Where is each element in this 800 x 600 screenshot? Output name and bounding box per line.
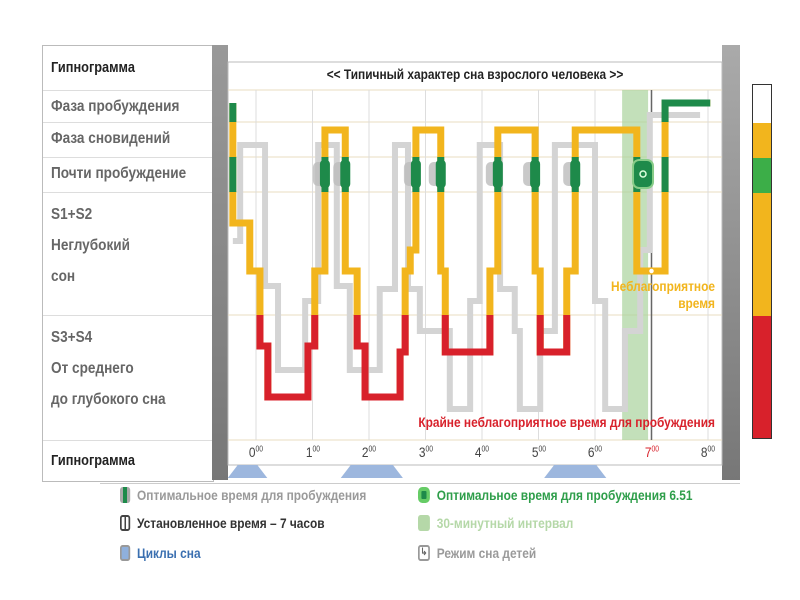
x-tick-label: 100 (305, 444, 319, 460)
row-label: Почти пробуждение (51, 165, 187, 182)
unfavorable-annotation: Неблагоприятное время (583, 278, 715, 312)
unfavorable-line: Неблагоприятное (611, 278, 715, 294)
row-label: Фаза пробуждения (51, 98, 180, 115)
legend-set-time: Установленное время – 7 часов (120, 515, 325, 531)
row-light-sleep: S1+S2 Неглубокий сон (43, 193, 213, 316)
optimal-wake-marker (570, 160, 581, 188)
optimal-wake-marker (319, 160, 330, 188)
x-tick-label: 300 (418, 444, 432, 460)
green-target-icon (418, 487, 430, 503)
set-time-point (647, 267, 656, 275)
row-label: S1+S2 (51, 206, 93, 223)
scale-near-wake (753, 158, 771, 193)
optimal-wake-marker (492, 160, 503, 188)
legend-divider (100, 483, 740, 484)
tick-minutes: 00 (594, 444, 603, 454)
tick-hour: 5 (531, 444, 539, 460)
tick-minutes: 00 (368, 444, 377, 454)
sleep-cycle-icon (120, 545, 131, 561)
unfavorable-line: время (678, 295, 715, 311)
optimal-wake-marker (340, 160, 351, 188)
panel-footer: Гипнограмма (43, 441, 213, 481)
legend-children: ↳ Режим сна детей (418, 545, 536, 561)
adult-sleep-line-deep (256, 315, 571, 401)
row-label: до глубокого сна (51, 391, 166, 408)
set-time-icon (120, 515, 131, 531)
panel-footer-label: Гипнограмма (51, 452, 135, 469)
row-label: S3+S4 (51, 329, 93, 346)
sleep-cycle-band (340, 465, 403, 478)
optimal-wake-marker (435, 160, 446, 188)
optimal-wake-marker (530, 160, 541, 188)
optimal-wake-target-icon (632, 159, 655, 189)
tick-minutes: 00 (538, 444, 546, 454)
x-tick-label: 600 (588, 444, 602, 460)
row-rem: Фаза сновидений (43, 123, 213, 158)
row-wake: Фаза пробуждения (43, 91, 213, 123)
tick-hour: 2 (361, 444, 369, 460)
sleep-cycle-band (544, 465, 607, 478)
sleep-cycle-band (227, 465, 268, 478)
optimal-wake-marker (410, 160, 421, 188)
tick-hour: 7 (644, 444, 652, 460)
x-tick-label: 500 (531, 444, 545, 460)
x-tick-label: 700 (644, 444, 658, 460)
x-tick-label: 800 (701, 444, 715, 460)
tick-minutes: 00 (481, 444, 490, 454)
scale-wake (753, 85, 771, 123)
legend-cycles: Циклы сна (120, 545, 201, 561)
tick-minutes: 00 (255, 444, 264, 454)
tick-minutes: 00 (425, 444, 433, 454)
row-label: сон (51, 268, 76, 285)
color-scale-bar (752, 84, 772, 439)
legend-label: 30-минутный интервал (436, 515, 574, 531)
children-sleep-line (232, 112, 701, 412)
legend-interval: 30-минутный интервал (418, 515, 573, 531)
x-tick-label: 400 (475, 444, 489, 460)
tick-minutes: 00 (707, 444, 716, 454)
legend-label: Режим сна детей (436, 545, 537, 561)
row-label: От среднего (51, 360, 134, 377)
tick-hour: 3 (418, 444, 426, 460)
tick-hour: 1 (305, 444, 313, 460)
row-label: Фаза сновидений (51, 130, 171, 147)
child-sleep-icon: ↳ (418, 545, 430, 561)
legend-label: Оптимальное время для пробуждения 6.51 (436, 487, 693, 503)
stage-label-panel: Гипнограмма Фаза пробуждения Фаза сновид… (42, 45, 214, 482)
panel-header: Гипнограмма (43, 46, 213, 91)
row-label: Неглубокий (51, 237, 130, 254)
x-tick-label: 000 (249, 444, 263, 460)
scale-light (753, 193, 771, 316)
tick-hour: 8 (700, 444, 708, 460)
scale-deep (753, 316, 771, 438)
tick-minutes: 00 (312, 444, 320, 454)
interval-icon (418, 515, 430, 531)
chart-title: << Типичный характер сна взрослого челов… (326, 66, 624, 82)
legend-label: Циклы сна (137, 545, 201, 561)
panel-title: Гипнограмма (51, 59, 135, 76)
very-unfavorable-annotation: Крайне неблагоприятное время для пробужд… (418, 414, 715, 430)
legend-label: Оптимальное время для пробуждения (137, 487, 367, 503)
panel-shade (212, 45, 228, 480)
green-bar-icon (120, 487, 131, 503)
scale-rem (753, 123, 771, 158)
chart-shade (722, 45, 740, 480)
x-tick-label: 200 (362, 444, 376, 460)
tick-hour: 0 (248, 444, 256, 460)
legend-optimal-651: Оптимальное время для пробуждения 6.51 (418, 487, 692, 503)
legend-label: Установленное время – 7 часов (137, 515, 325, 531)
row-near-wake: Почти пробуждение (43, 158, 213, 193)
row-deep-sleep: S3+S4 От среднего до глубокого сна (43, 316, 213, 441)
tick-hour: 4 (474, 444, 482, 460)
tick-minutes: 00 (651, 444, 659, 454)
tick-hour: 6 (587, 444, 595, 460)
legend-optimal: Оптимальное время для пробуждения (120, 487, 366, 503)
optimal-wake-target-dot (639, 170, 647, 178)
